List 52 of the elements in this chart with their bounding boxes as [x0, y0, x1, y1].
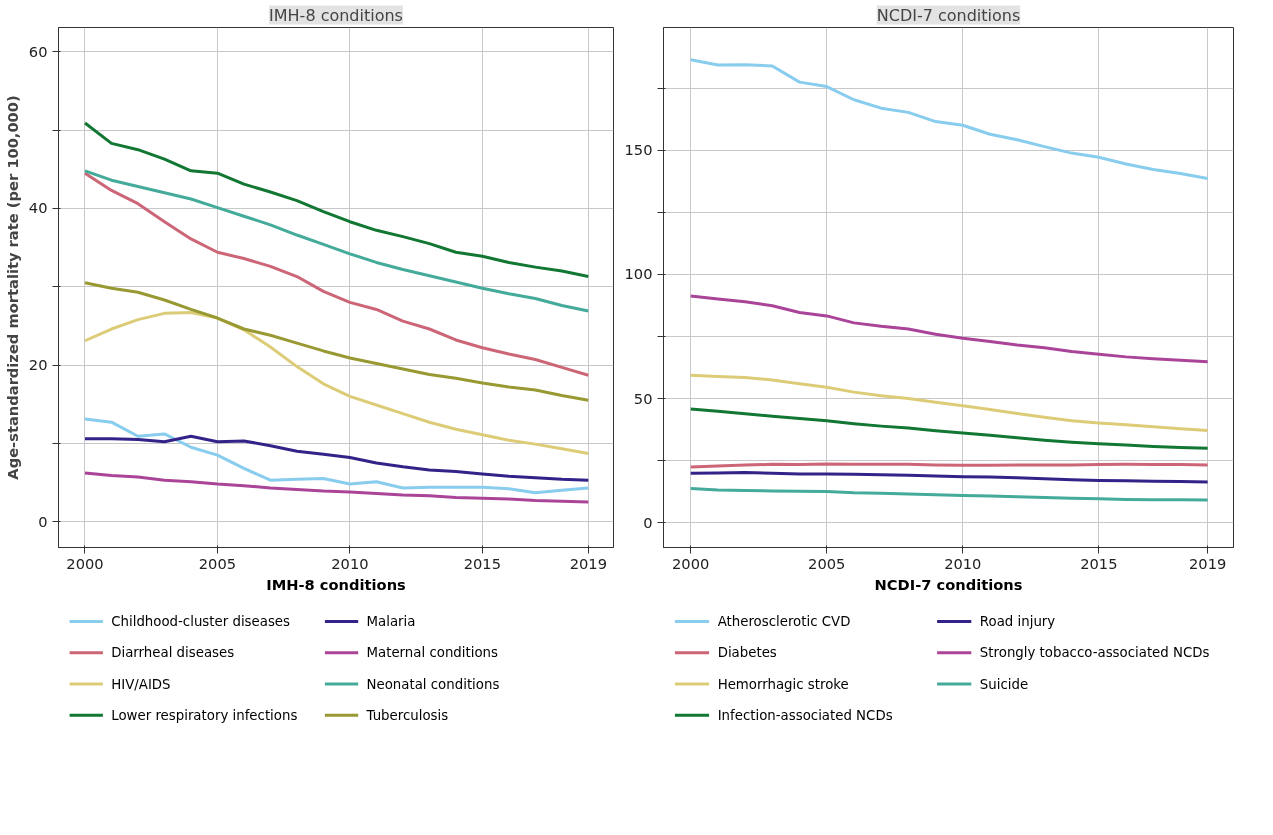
- legend-label: Lower respiratory infections: [111, 707, 298, 723]
- y-tick-label: 50: [633, 389, 653, 407]
- legend-label: Maternal conditions: [366, 645, 499, 661]
- legend-label: Road injury: [979, 614, 1056, 629]
- legend-label: HIV/AIDS: [111, 676, 171, 692]
- y-axis-title: Age-standardized mortality rate (per 100,000): [3, 95, 21, 480]
- x-tick-label: 2005: [198, 554, 237, 572]
- legend-title: IMH-8 conditions: [266, 575, 407, 593]
- x-tick-label: 2005: [808, 554, 846, 572]
- legend-label: Childhood-cluster diseases: [111, 614, 291, 629]
- legend-label: Suicide: [979, 676, 1029, 692]
- x-tick-label: 2015: [463, 554, 502, 572]
- line-series: [689, 486, 1210, 502]
- line-series: [83, 281, 590, 402]
- legend-label: Hemorrhagic stroke: [717, 676, 849, 692]
- x-tick-label: 2010: [331, 554, 369, 572]
- legend-label: Atherosclerotic CVD: [717, 614, 851, 629]
- line-series: [83, 434, 590, 482]
- x-tick-label: 2000: [66, 554, 104, 572]
- y-tick-label: 0: [38, 512, 48, 530]
- legend-label: Diabetes: [717, 645, 777, 661]
- chart-title: NCDI-7 conditions: [876, 5, 1021, 25]
- line-series: [689, 373, 1210, 433]
- y-tick-label: 0: [643, 513, 653, 531]
- legend-title: NCDI-7 conditions: [874, 575, 1023, 593]
- line-series: [83, 417, 590, 495]
- line-series: [689, 58, 1210, 180]
- y-tick-label: 40: [28, 199, 48, 217]
- x-tick-label: 2010: [944, 554, 982, 572]
- line-series: [83, 471, 590, 504]
- legend-label: Diarrheal diseases: [111, 645, 235, 661]
- line-series: [689, 294, 1210, 364]
- legend-label: Strongly tobacco-associated NCDs: [979, 645, 1210, 661]
- line-series: [83, 169, 590, 313]
- legend-label: Neonatal conditions: [366, 676, 500, 692]
- y-tick-label: 60: [28, 42, 48, 60]
- line-series: [83, 311, 590, 456]
- y-tick-label: 150: [624, 141, 653, 159]
- chart-title: IMH-8 conditions: [269, 5, 403, 25]
- line-series: [689, 407, 1210, 450]
- y-tick-label: 100: [624, 265, 653, 283]
- legend-label: Malaria: [366, 614, 416, 629]
- x-tick-label: 2015: [1080, 554, 1118, 572]
- line-series: [83, 171, 590, 377]
- x-tick-label: 2019: [1189, 554, 1227, 572]
- y-tick-label: 20: [28, 356, 48, 374]
- line-series: [83, 121, 590, 279]
- x-tick-label: 2000: [672, 554, 710, 572]
- legend-label: Tuberculosis: [365, 707, 449, 723]
- legend-label: Infection-associated NCDs: [717, 707, 893, 723]
- x-tick-label: 2019: [569, 554, 607, 572]
- line-series: [689, 471, 1210, 484]
